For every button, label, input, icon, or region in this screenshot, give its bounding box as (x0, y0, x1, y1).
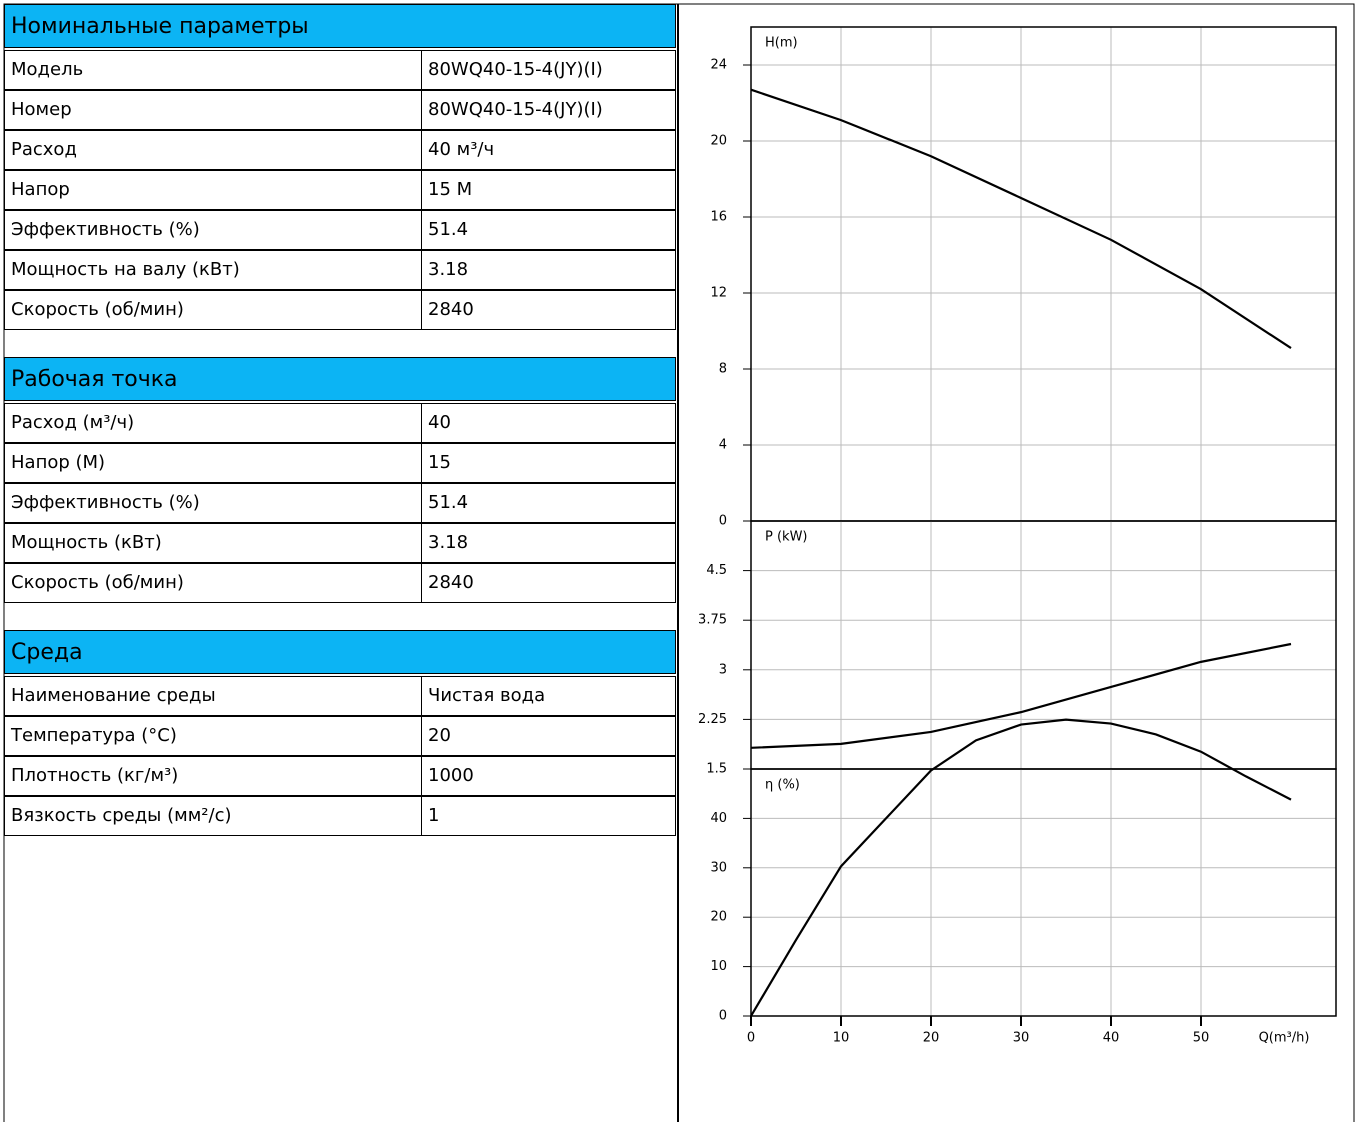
row-value: 2840 (421, 563, 676, 603)
axis-label: η (%) (765, 778, 800, 793)
row-value: 15 M (421, 170, 676, 210)
row-label: Мощность на валу (кВт) (4, 250, 422, 290)
y-tick-label: 1.5 (706, 762, 727, 777)
x-tick-label: 50 (1193, 1031, 1210, 1046)
row-value: 80WQ40-15-4(JY)(I) (421, 50, 676, 90)
row-label: Расход (4, 130, 422, 170)
y-tick-label: 4.5 (706, 563, 727, 578)
row-label: Температура (°C) (4, 716, 422, 756)
y-tick-label: 4 (719, 438, 727, 453)
row-value: 51.4 (421, 483, 676, 523)
row-label: Мощность (кВт) (4, 523, 422, 563)
row-label: Напор (4, 170, 422, 210)
axis-label: P (kW) (765, 530, 808, 545)
x-tick-label: 40 (1103, 1031, 1120, 1046)
curve (750, 88, 1292, 350)
x-tick-label: 30 (1013, 1031, 1030, 1046)
y-tick-label: 20 (710, 910, 727, 925)
curve (750, 718, 1292, 1017)
row-value: 1 (421, 796, 676, 836)
row-value: 3.18 (421, 250, 676, 290)
row-label: Скорость (об/мин) (4, 290, 422, 330)
x-tick-label: 0 (747, 1031, 755, 1046)
row-value: 2840 (421, 290, 676, 330)
x-tick-label: 10 (833, 1031, 850, 1046)
y-tick-label: 3.75 (698, 613, 727, 628)
row-label: Напор (M) (4, 443, 422, 483)
row-value: 40 м³/ч (421, 130, 676, 170)
row-value: 20 (421, 716, 676, 756)
y-tick-label: 12 (710, 286, 727, 301)
y-tick-label: 20 (710, 134, 727, 149)
y-tick-label: 24 (710, 58, 727, 73)
row-label: Скорость (об/мин) (4, 563, 422, 603)
row-value: 15 (421, 443, 676, 483)
row-label: Вязкость среды (мм²/с) (4, 796, 422, 836)
panel-frame (750, 520, 1337, 770)
y-tick-label: 2.25 (698, 712, 727, 727)
panel-frame (750, 26, 1337, 522)
row-value: 80WQ40-15-4(JY)(I) (421, 90, 676, 130)
row-label: Наименование среды (4, 676, 422, 716)
y-tick-label: 30 (710, 860, 727, 875)
y-tick-label: 3 (719, 662, 727, 677)
y-tick-label: 8 (719, 362, 727, 377)
y-tick-label: 10 (710, 959, 727, 974)
row-label: Модель (4, 50, 422, 90)
panel-frame (750, 768, 1337, 1017)
y-tick-label: 40 (710, 811, 727, 826)
y-tick-label: 0 (719, 514, 727, 529)
section-header: Номинальные параметры (4, 4, 676, 48)
section-header: Рабочая точка (4, 357, 676, 401)
row-value: 3.18 (421, 523, 676, 563)
row-label: Эффективность (%) (4, 483, 422, 523)
row-value: 51.4 (421, 210, 676, 250)
axis-label: H(m) (765, 36, 798, 51)
row-value: 1000 (421, 756, 676, 796)
y-tick-label: 16 (710, 210, 727, 225)
section-header: Среда (4, 630, 676, 674)
row-label: Эффективность (%) (4, 210, 422, 250)
row-label: Расход (м³/ч) (4, 403, 422, 443)
row-label: Номер (4, 90, 422, 130)
y-tick-label: 0 (719, 1009, 727, 1024)
row-value: 40 (421, 403, 676, 443)
x-tick-label: 20 (923, 1031, 940, 1046)
row-value: Чистая вода (421, 676, 676, 716)
curve (750, 642, 1292, 749)
x-axis-label: Q(m³/h) (1259, 1031, 1310, 1046)
row-label: Плотность (кг/м³) (4, 756, 422, 796)
